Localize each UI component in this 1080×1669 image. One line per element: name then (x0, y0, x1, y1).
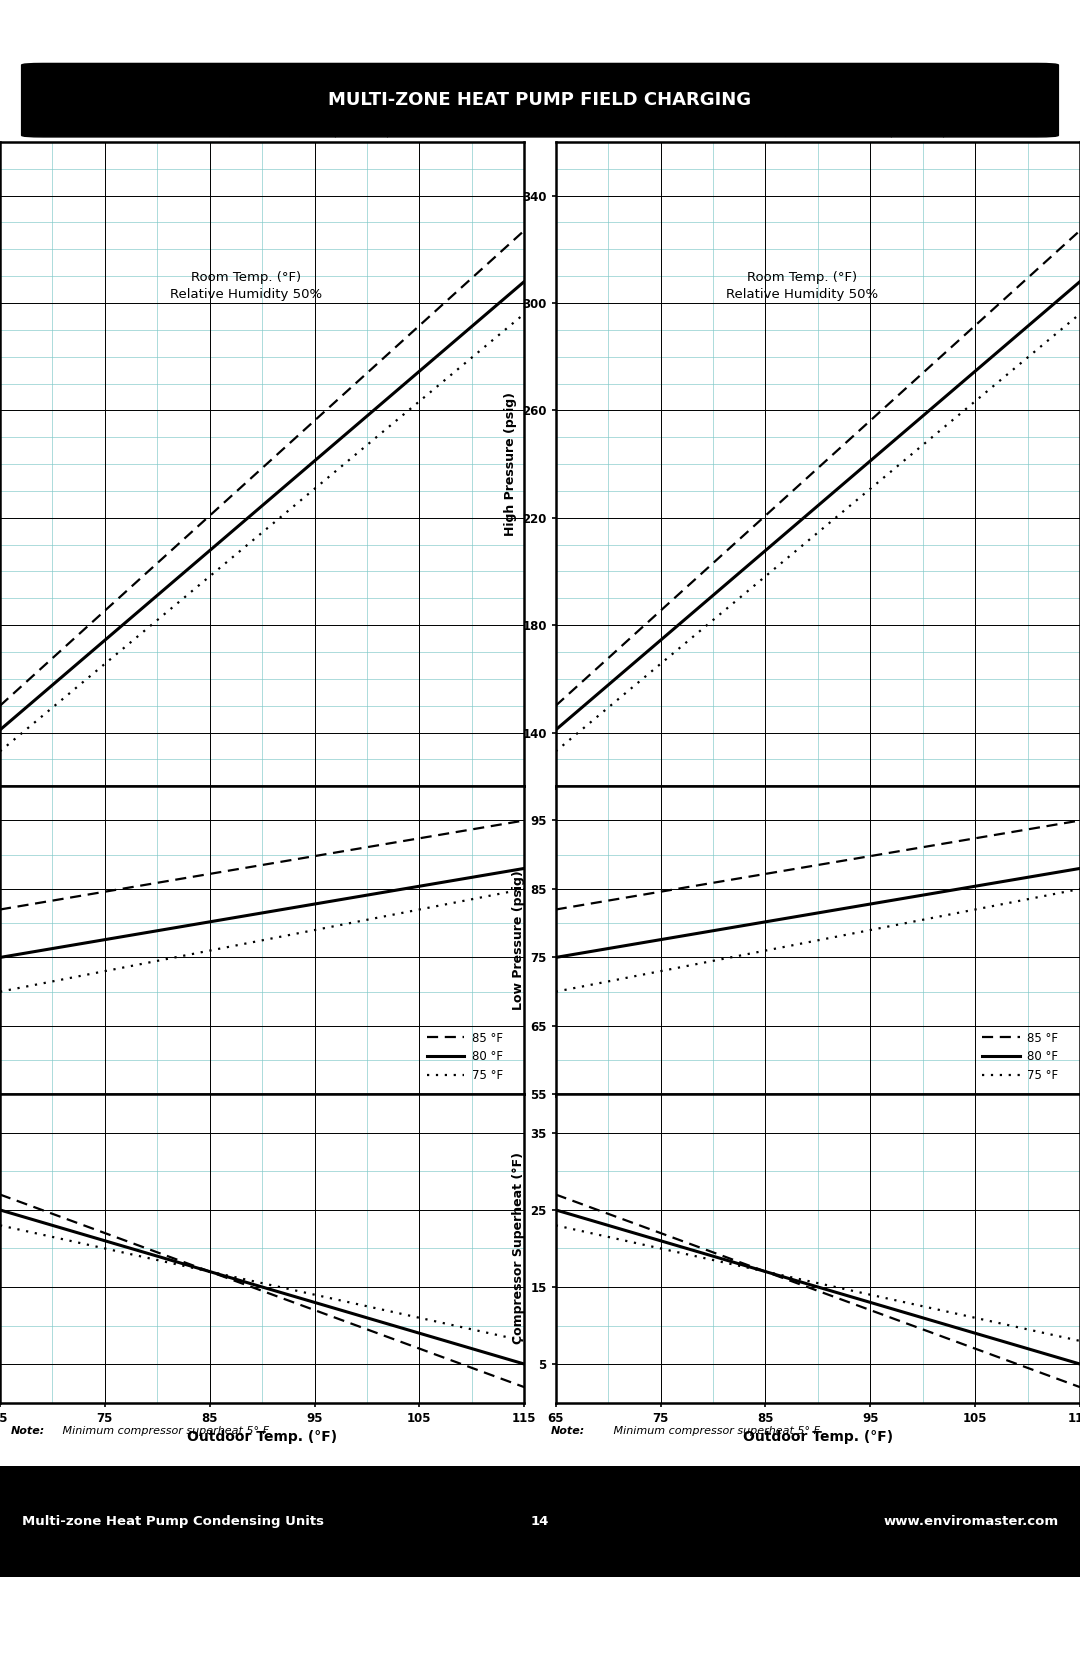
Y-axis label: Low Pressure (psig): Low Pressure (psig) (512, 871, 525, 1010)
FancyBboxPatch shape (0, 1467, 1080, 1577)
Legend: 85 °F, 80 °F, 75 °F: 85 °F, 80 °F, 75 °F (983, 1031, 1058, 1082)
Text: Minimum compressor superheat 5° F: Minimum compressor superheat 5° F (610, 1427, 820, 1437)
Text: Minimum compressor superheat 5° F: Minimum compressor superheat 5° F (59, 1427, 269, 1437)
Text: Multi-zone Heat Pump Condensing Units: Multi-zone Heat Pump Condensing Units (22, 1515, 324, 1529)
FancyBboxPatch shape (22, 63, 1058, 137)
Text: www.enviromaster.com: www.enviromaster.com (883, 1515, 1058, 1529)
Text: 14: 14 (530, 1515, 550, 1529)
Text: MULTI-ZONE HEAT PUMP FIELD CHARGING: MULTI-ZONE HEAT PUMP FIELD CHARGING (328, 92, 752, 108)
Text: Room Temp. (°F)
Relative Humidity 50%: Room Temp. (°F) Relative Humidity 50% (171, 270, 323, 300)
Text: Note:: Note: (11, 1427, 45, 1437)
Text: Note:: Note: (551, 1427, 585, 1437)
Title: Cooling Cycle
9,000 Btuh Circuit: Cooling Cycle 9,000 Btuh Circuit (185, 85, 340, 120)
X-axis label: Outdoor Temp. (°F): Outdoor Temp. (°F) (743, 1430, 893, 1444)
Y-axis label: High Pressure (psig): High Pressure (psig) (503, 392, 516, 536)
X-axis label: Outdoor Temp. (°F): Outdoor Temp. (°F) (187, 1430, 337, 1444)
Text: with EMI’s-UNH09, WLH09 or CAH12 (R-22 Ref.): with EMI’s-UNH09, WLH09 or CAH12 (R-22 R… (132, 129, 392, 139)
Text: with EMI’s-UNH12, WLH12 or CAH12 (R-22 Ref.): with EMI’s-UNH12, WLH12 or CAH12 (R-22 R… (688, 129, 948, 139)
Text: Room Temp. (°F)
Relative Humidity 50%: Room Temp. (°F) Relative Humidity 50% (726, 270, 878, 300)
Title: Cooling Cycle
12,000 Btuh Circuit: Cooling Cycle 12,000 Btuh Circuit (734, 85, 901, 120)
Y-axis label: Compressor Superheat (°F): Compressor Superheat (°F) (512, 1153, 525, 1345)
Legend: 85 °F, 80 °F, 75 °F: 85 °F, 80 °F, 75 °F (427, 1031, 502, 1082)
